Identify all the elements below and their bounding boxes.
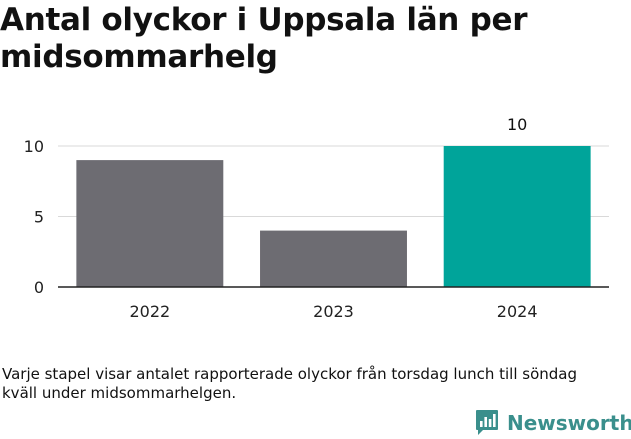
chart-title: Antal olyckor i Uppsala län per midsomma…	[0, 2, 528, 75]
y-tick-label: 5	[34, 208, 44, 227]
x-tick-label: 2022	[129, 302, 170, 321]
bar-2022	[76, 160, 224, 287]
bar-2024	[443, 146, 591, 287]
bar-chart: 0 5 10 2022 2023 10 2024	[24, 115, 609, 321]
data-label-2024: 10	[507, 115, 527, 134]
chart-footnote: Varje stapel visar antalet rapporterade …	[2, 365, 578, 402]
x-tick-label: 2023	[313, 302, 354, 321]
y-tick-label: 10	[24, 137, 44, 156]
x-tick-label: 2024	[497, 302, 538, 321]
brand-name: Newsworthy	[507, 411, 631, 435]
y-tick-label: 0	[34, 278, 44, 297]
newsworthy-chart-icon	[476, 410, 498, 435]
bar-2023	[260, 230, 407, 287]
newsworthy-logo: Newsworthy	[475, 407, 631, 439]
